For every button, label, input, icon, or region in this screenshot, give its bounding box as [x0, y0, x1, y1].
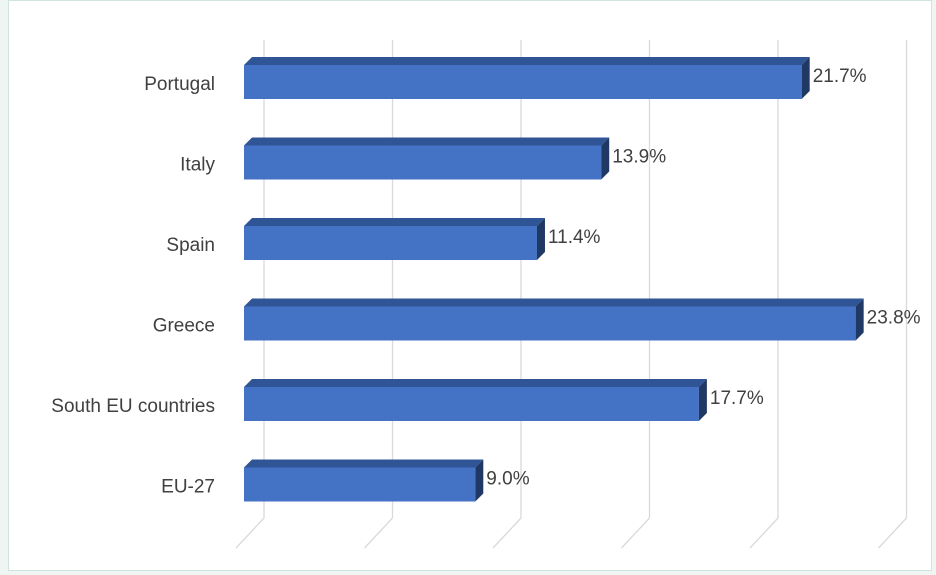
data-label: 11.4%	[548, 227, 601, 248]
category-label: EU-27	[161, 477, 215, 498]
category-label: Portugal	[144, 74, 215, 95]
category-label: Spain	[166, 235, 215, 256]
bar-top	[244, 57, 810, 65]
bar	[244, 306, 856, 341]
category-label: Italy	[180, 155, 215, 176]
labels: Portugal 21.7% Italy 13.9% Spain 11.4% Greece 2…	[51, 66, 920, 498]
bar-top	[244, 459, 484, 468]
gridline-floor	[364, 517, 393, 549]
bars	[244, 57, 864, 502]
bar-side	[855, 298, 864, 341]
category-label: South EU countries	[51, 396, 215, 417]
bar-side	[601, 137, 610, 180]
data-label: 21.7%	[813, 66, 867, 87]
gridline-floor	[492, 517, 522, 549]
bar-top	[244, 218, 545, 226]
bar	[244, 387, 699, 421]
category-label: Greece	[153, 316, 215, 337]
bar-top	[244, 379, 707, 387]
data-label: 23.8%	[867, 308, 921, 329]
bar-top	[244, 298, 864, 307]
bar-side	[475, 459, 484, 502]
data-label: 13.9%	[612, 147, 666, 168]
bar-side	[801, 57, 810, 99]
gridline-floor	[878, 517, 907, 549]
gridline-floor	[235, 517, 265, 549]
data-label: 17.7%	[710, 388, 764, 409]
gridlines	[235, 40, 908, 549]
bar	[244, 145, 602, 180]
gridline-floor	[621, 517, 650, 549]
bar	[244, 467, 476, 502]
bar-side	[536, 218, 545, 260]
bar-side	[698, 379, 707, 421]
data-label: 9.0%	[486, 469, 529, 490]
bar	[244, 65, 802, 99]
gridline-floor	[749, 517, 779, 549]
bar-top	[244, 137, 610, 146]
bar	[244, 226, 537, 260]
